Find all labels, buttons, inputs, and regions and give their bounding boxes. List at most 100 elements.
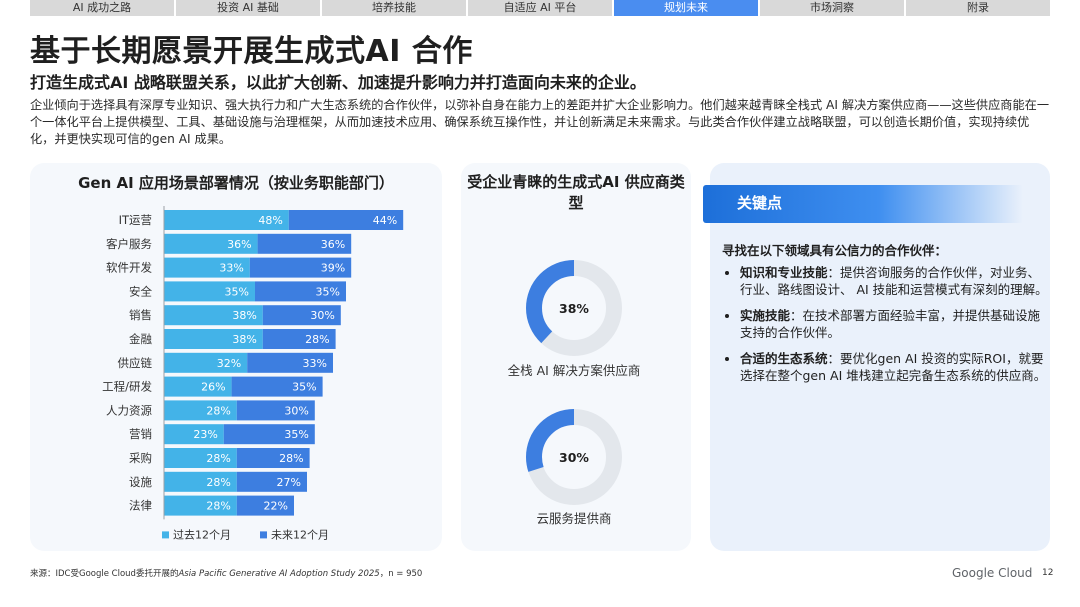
bar-past bbox=[164, 305, 263, 326]
page-subtitle: 打造生成式AI 战略联盟关系，以此扩大创新、加速提升影响力并打造面向未来的企业。 bbox=[30, 73, 646, 92]
key-points-title: 关键点 bbox=[737, 194, 783, 212]
donut-slice bbox=[526, 260, 622, 356]
tab-7[interactable]: 附录 bbox=[906, 0, 1050, 16]
bar-value-label: 28% bbox=[206, 452, 230, 465]
key-point-text: ：在技术部署方面经验丰富，并提供基础设施支持的合作伙伴。 bbox=[740, 308, 1041, 340]
key-points-list: 知识和专业技能：提供咨询服务的合作伙伴，对业务、行业、路线图设计、 AI 技能和… bbox=[722, 264, 1050, 393]
bar-future bbox=[236, 400, 315, 421]
bar-past bbox=[164, 352, 248, 373]
category-label: 采购 bbox=[129, 451, 152, 465]
bar-value-label: 22% bbox=[264, 500, 288, 513]
legend-swatch bbox=[162, 531, 169, 539]
category-label: IT运营 bbox=[119, 213, 152, 227]
bar-past bbox=[164, 376, 232, 397]
bar-future bbox=[257, 233, 352, 254]
bar-value-label: 30% bbox=[284, 404, 308, 417]
source-study: Asia Pacific Generative AI Adoption Stud… bbox=[178, 569, 380, 579]
category-label: 安全 bbox=[129, 284, 152, 298]
source-note: 来源：IDC受Google Cloud委托开展的Asia Pacific Gen… bbox=[30, 567, 422, 579]
key-point-label: 合适的生态系统 bbox=[740, 351, 828, 366]
key-point-label: 知识和专业技能 bbox=[740, 265, 828, 280]
bar-value-label: 23% bbox=[193, 428, 217, 441]
bar-future bbox=[262, 329, 336, 349]
bar-value-label: 28% bbox=[206, 404, 230, 417]
bar-past bbox=[164, 210, 289, 230]
intro-paragraph: 企业倾向于选择具有深厚专业知识、强大执行力和广大生态系统的合作伙伴，以弥补自身在… bbox=[30, 98, 1050, 146]
bar-future bbox=[255, 281, 346, 302]
legend-label: 过去12个月 bbox=[173, 528, 231, 541]
bar-value-label: 30% bbox=[310, 309, 334, 322]
tab-5[interactable]: 规划未来 bbox=[614, 0, 758, 16]
bar-value-label: 32% bbox=[217, 357, 241, 370]
bar-future bbox=[236, 448, 310, 468]
page-number: 12 bbox=[1042, 568, 1054, 578]
bar-past bbox=[164, 281, 255, 302]
bar-value-label: 39% bbox=[321, 262, 345, 275]
legend-swatch bbox=[260, 531, 267, 539]
bar-chart: IT运营 48% 44% 客户服务 36% 36% 软件开发 33% 39% 安全 35% 35% 销售… bbox=[102, 206, 404, 541]
category-label: 销售 bbox=[129, 308, 152, 322]
bar-past bbox=[164, 233, 258, 254]
bar-past bbox=[164, 400, 237, 421]
bar-past bbox=[164, 329, 263, 349]
donut-cloud-label: 云服务提供商 bbox=[536, 511, 612, 526]
tab-4[interactable]: 自适应 AI 平台 bbox=[468, 0, 612, 16]
bar-value-label: 28% bbox=[206, 476, 230, 489]
tab-6[interactable]: 市场洞察 bbox=[760, 0, 904, 16]
bar-value-label: 28% bbox=[206, 500, 230, 513]
source-suffix: ，n = 950 bbox=[379, 569, 423, 579]
source-prefix: 来源：IDC受Google Cloud委托开展的 bbox=[30, 569, 179, 579]
bar-value-label: 28% bbox=[279, 452, 303, 465]
category-label: 人力资源 bbox=[106, 403, 152, 417]
donut-value: 30% bbox=[559, 450, 589, 465]
bar-future bbox=[288, 210, 404, 230]
category-label: 工程/研发 bbox=[102, 380, 152, 394]
legend-label: 未来12个月 bbox=[271, 528, 329, 541]
key-point-item: 实施技能：在技术部署方面经验丰富，并提供基础设施支持的合作伙伴。 bbox=[740, 307, 1050, 341]
donut-panel bbox=[461, 163, 691, 551]
donut-slice bbox=[526, 409, 622, 505]
bar-past bbox=[164, 495, 237, 516]
bar-future bbox=[236, 471, 307, 492]
category-label: 营销 bbox=[129, 427, 152, 441]
bar-future bbox=[223, 424, 315, 445]
donut-full-stack-label: 全栈 AI 解决方案供应商 bbox=[507, 363, 641, 378]
bar-value-label: 35% bbox=[316, 285, 340, 298]
category-label: 设施 bbox=[129, 475, 152, 489]
bar-future bbox=[262, 305, 341, 326]
bar-value-label: 28% bbox=[305, 333, 329, 346]
bar-value-label: 38% bbox=[232, 333, 256, 346]
tab-1[interactable]: AI 成功之路 bbox=[30, 0, 174, 16]
bar-chart-title: Gen AI 应用场景部署情况（按业务职能部门） bbox=[78, 174, 394, 192]
bar-past bbox=[164, 448, 237, 468]
key-point-text: ：提供咨询服务的合作伙伴，对业务、行业、路线图设计、 AI 技能和运营模式有深刻… bbox=[740, 265, 1048, 297]
key-point-item: 合适的生态系统：要优化gen AI 投资的实际ROI，就要选择在整个gen AI… bbox=[740, 350, 1050, 384]
donut-cloud: 30% bbox=[526, 409, 622, 505]
tab-2[interactable]: 投资 AI 基础 bbox=[176, 0, 320, 16]
bar-future bbox=[249, 257, 352, 278]
tab-3[interactable]: 培养技能 bbox=[322, 0, 466, 16]
bar-value-label: 36% bbox=[321, 238, 345, 251]
bar-value-label: 26% bbox=[201, 381, 225, 394]
donut-full-stack: 38% bbox=[526, 260, 622, 356]
bar-value-label: 35% bbox=[292, 381, 316, 394]
section-tabs: AI 成功之路 投资 AI 基础 培养技能 自适应 AI 平台 规划未来 市场洞察 附录 bbox=[30, 0, 1050, 16]
category-label: 金融 bbox=[129, 332, 152, 346]
category-label: 法律 bbox=[129, 499, 152, 513]
category-label: 软件开发 bbox=[106, 261, 152, 275]
category-label: 供应链 bbox=[118, 356, 153, 370]
bar-past bbox=[164, 471, 237, 492]
bar-value-label: 33% bbox=[303, 357, 327, 370]
page-title: 基于长期愿景开展生成式AI 合作 bbox=[30, 34, 473, 69]
bar-value-label: 35% bbox=[225, 285, 249, 298]
bar-value-label: 27% bbox=[277, 476, 301, 489]
bar-value-label: 36% bbox=[227, 238, 251, 251]
bar-value-label: 33% bbox=[219, 262, 243, 275]
bar-value-label: 48% bbox=[258, 214, 282, 227]
bar-value-label: 38% bbox=[232, 309, 256, 322]
key-points-banner bbox=[703, 185, 1023, 223]
bar-value-label: 44% bbox=[373, 214, 397, 227]
donut-value: 38% bbox=[559, 301, 589, 316]
google-cloud-logo: Google Cloud bbox=[952, 566, 1033, 580]
bar-future bbox=[231, 376, 323, 397]
